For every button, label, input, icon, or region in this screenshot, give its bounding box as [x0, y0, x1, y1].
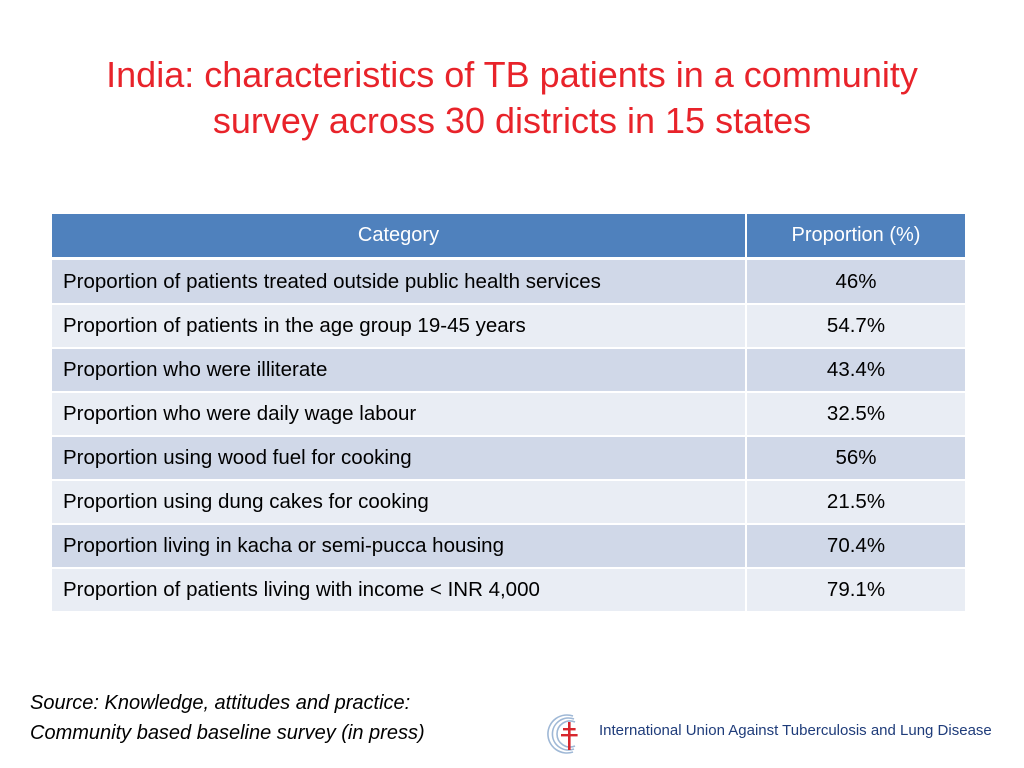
row-proportion: 21.5%	[746, 480, 965, 525]
row-category: Proportion who were illiterate	[52, 348, 747, 393]
table-row: Proportion living in kacha or semi-pucca…	[52, 524, 965, 569]
row-category: Proportion living in kacha or semi-pucca…	[52, 524, 747, 569]
row-category: Proportion of patients in the age group …	[52, 304, 747, 349]
table-row: Proportion who were illiterate 43.4%	[52, 348, 965, 393]
row-proportion: 79.1%	[746, 568, 965, 613]
row-proportion: 70.4%	[746, 524, 965, 569]
table-row: Proportion of patients treated outside p…	[52, 258, 965, 305]
source-line-2: Community based baseline survey (in pres…	[30, 722, 425, 744]
characteristics-table: Category Proportion (%) Proportion of pa…	[52, 214, 965, 613]
row-category: Proportion using wood fuel for cooking	[52, 436, 747, 481]
header-proportion: Proportion (%)	[746, 214, 965, 260]
union-logo: International Union Against Tuberculosis…	[543, 708, 1013, 758]
double-barred-cross-icon	[547, 714, 578, 754]
table-row: Proportion using wood fuel for cooking 5…	[52, 436, 965, 481]
logo-text: International Union Against Tuberculosis…	[599, 722, 992, 739]
row-proportion: 56%	[746, 436, 965, 481]
table-header-row: Category Proportion (%)	[52, 214, 965, 260]
table-row: Proportion of patients in the age group …	[52, 304, 965, 349]
row-proportion: 54.7%	[746, 304, 965, 349]
row-category: Proportion of patients living with incom…	[52, 568, 747, 613]
slide-title: India: characteristics of TB patients in…	[20, 52, 1004, 144]
row-category: Proportion of patients treated outside p…	[52, 258, 747, 305]
row-proportion: 46%	[746, 258, 965, 305]
source-note: Source: Knowledge, attitudes and practic…	[30, 688, 425, 748]
row-proportion: 32.5%	[746, 392, 965, 437]
slide-title-line-1: India: characteristics of TB patients in…	[106, 54, 918, 95]
header-category: Category	[52, 214, 747, 260]
source-line-1: Source: Knowledge, attitudes and practic…	[30, 692, 411, 714]
row-category: Proportion using dung cakes for cooking	[52, 480, 747, 525]
table-row: Proportion of patients living with incom…	[52, 568, 965, 613]
table-row: Proportion who were daily wage labour 32…	[52, 392, 965, 437]
slide-title-line-2: survey across 30 districts in 15 states	[212, 100, 812, 141]
row-category: Proportion who were daily wage labour	[52, 392, 747, 437]
table-row: Proportion using dung cakes for cooking …	[52, 480, 965, 525]
row-proportion: 43.4%	[746, 348, 965, 393]
